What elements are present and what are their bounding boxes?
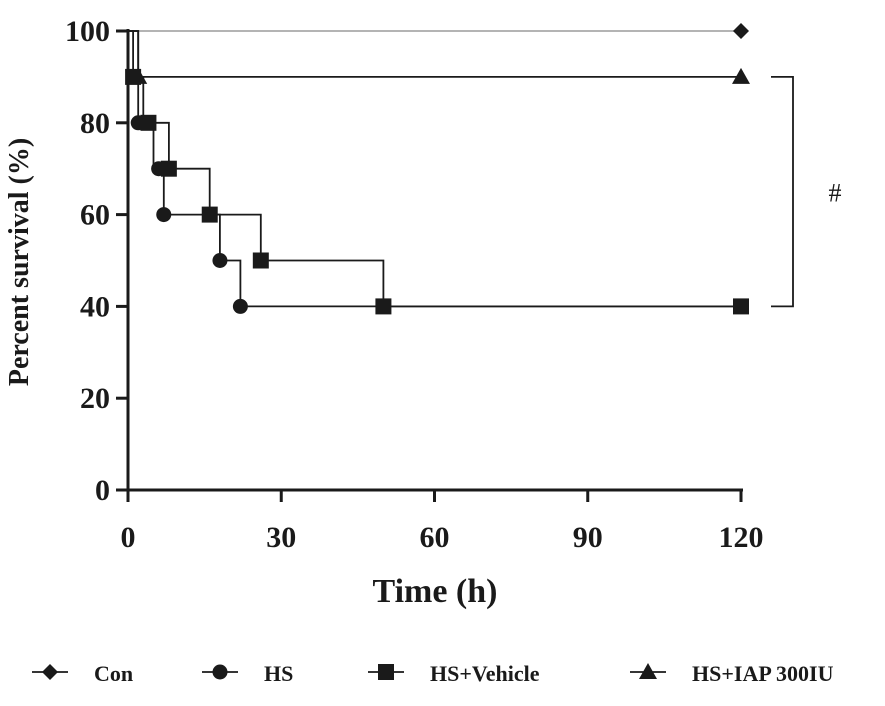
x-tick-label: 0 [121, 521, 136, 554]
y-tick-label: 20 [80, 382, 110, 415]
legend-marker [639, 663, 657, 679]
y-tick-label: 60 [80, 199, 110, 232]
data-point [232, 298, 248, 314]
x-tick-label: 120 [719, 521, 764, 554]
x-tick-label: 60 [420, 521, 450, 554]
y-tick-label: 40 [80, 290, 110, 323]
legend-label: HS+IAP 300IU [692, 661, 834, 686]
legend-label: Con [94, 661, 133, 686]
annotation-layer: # [771, 76, 842, 308]
axes-layer: 0 20 40 60 80 100 0 30 60 90 120 [65, 15, 764, 554]
y-tick-label: 80 [80, 107, 110, 140]
series-markers-con [733, 23, 749, 39]
data-point [733, 23, 749, 39]
series-hs [128, 30, 741, 308]
significance-label: # [829, 179, 842, 208]
legend-marker [212, 664, 228, 680]
data-point [160, 160, 177, 177]
x-tick-label: 30 [266, 521, 296, 554]
data-point [733, 298, 749, 315]
significance-bracket [771, 76, 794, 308]
legend-label: HS+Vehicle [430, 661, 540, 686]
legend-item-hs-vehicle: HS+Vehicle [368, 661, 540, 686]
data-point [140, 114, 157, 131]
data-point [732, 67, 750, 84]
data-point [201, 206, 218, 223]
y-tick-label: 0 [95, 474, 110, 507]
legend-item-hs: HS [202, 661, 293, 686]
legend-item-con: Con [32, 661, 133, 686]
legend: Con HS HS+Vehicle HS+IAP 300IU [32, 661, 834, 686]
series-hs-iap-300iu [128, 30, 741, 78]
series-markers-hs-vehicle [125, 68, 749, 315]
series-layer [125, 23, 750, 315]
data-point [212, 253, 228, 268]
y-axis-title: Percent survival (%) [4, 138, 35, 386]
data-point [129, 67, 148, 84]
series-line [128, 30, 741, 78]
data-point [375, 298, 392, 315]
legend-label: HS [264, 661, 293, 686]
legend-item-hs-iap-300iu: HS+IAP 300IU [630, 661, 834, 686]
series-markers-hs-iap-300iu [129, 67, 750, 84]
series-line [128, 30, 741, 308]
legend-marker [42, 664, 58, 680]
data-point [156, 207, 172, 223]
y-tick-label: 100 [65, 15, 110, 48]
data-point [252, 252, 269, 269]
legend-marker [378, 664, 394, 680]
x-tick-label: 90 [573, 521, 603, 554]
x-axis-title: Time (h) [373, 573, 498, 610]
